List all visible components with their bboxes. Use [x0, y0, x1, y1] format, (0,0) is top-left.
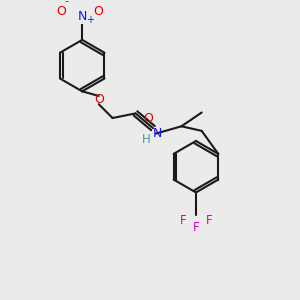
- Text: +: +: [85, 15, 94, 25]
- Text: F: F: [193, 221, 199, 234]
- Text: O: O: [95, 93, 105, 106]
- Text: N: N: [77, 11, 87, 23]
- Text: F: F: [180, 214, 186, 227]
- Text: N: N: [153, 127, 162, 140]
- Text: F: F: [206, 214, 212, 227]
- Text: O: O: [143, 112, 153, 124]
- Text: O: O: [93, 5, 103, 18]
- Text: H: H: [142, 133, 151, 146]
- Text: -: -: [64, 0, 69, 6]
- Text: O: O: [56, 5, 66, 18]
